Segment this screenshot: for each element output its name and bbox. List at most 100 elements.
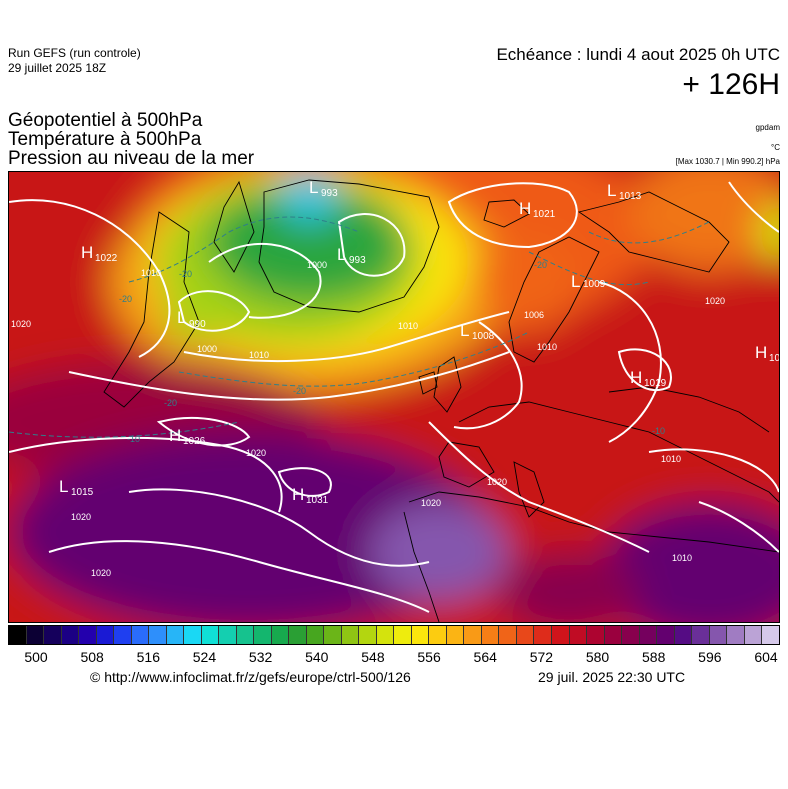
unit-gpdam: gpdam: [755, 123, 780, 132]
high-label: H: [630, 368, 642, 387]
low-value: 993: [349, 255, 366, 266]
low-label: L: [59, 477, 68, 496]
colorbar-swatch: [201, 626, 220, 644]
colorbar-swatch: [464, 626, 482, 644]
colorbar-swatch: [622, 626, 640, 644]
svg-text:1020: 1020: [91, 568, 111, 578]
low-value: 993: [321, 188, 338, 199]
colorbar-swatch: [184, 626, 202, 644]
colorbar: [8, 625, 780, 645]
colorbar-swatch: [727, 626, 745, 644]
svg-text:1006: 1006: [524, 310, 544, 320]
low-label: L: [571, 272, 580, 291]
colorbar-swatch: [551, 626, 570, 644]
high-label: H: [292, 485, 304, 504]
high-label: H: [755, 343, 767, 362]
colorbar-swatch: [306, 626, 325, 644]
colorbar-swatch: [534, 626, 552, 644]
colorbar-tick-label: 524: [192, 649, 217, 665]
colorbar-swatch: [657, 626, 675, 644]
high-value: 1019: [644, 378, 667, 389]
colorbar-tick-label: 604: [754, 649, 778, 665]
colorbar-tick-label: 572: [529, 649, 554, 665]
svg-text:-10: -10: [127, 434, 140, 444]
colorbar-swatch: [394, 626, 412, 644]
colorbar-swatch: [674, 626, 693, 644]
colorbar-swatch: [639, 626, 658, 644]
generation-timestamp: 29 juil. 2025 22:30 UTC: [538, 669, 686, 685]
high-label: H: [519, 199, 531, 218]
svg-text:-20: -20: [293, 386, 306, 396]
coastlines: [103, 179, 779, 622]
svg-text:1020: 1020: [71, 512, 91, 522]
temperature-value-labels: -20 -20 -20 -20 -10 -10 -20: [119, 260, 665, 444]
variable-temperature: Température à 500hPa: [8, 129, 202, 150]
colorbar-swatch: [324, 626, 342, 644]
colorbar-tick-label: 516: [136, 649, 160, 665]
colorbar-swatch: [709, 626, 728, 644]
variable-mslp: Pression au niveau de la mer: [8, 148, 255, 169]
colorbar-swatch: [411, 626, 430, 644]
colorbar-swatch: [289, 626, 307, 644]
colorbar-swatch: [516, 626, 535, 644]
colorbar-swatch: [114, 626, 132, 644]
colorbar-tick-label: 532: [248, 649, 273, 665]
low-value: 1009: [583, 279, 606, 290]
low-value: 1015: [71, 487, 94, 498]
svg-text:1020: 1020: [421, 498, 441, 508]
colorbar-swatch: [744, 626, 763, 644]
colorbar-tick-label: 508: [80, 649, 104, 665]
run-title: Run GEFS (run controle): [8, 46, 141, 60]
pressure-max-min: [Max 1030.7 | Min 990.2] hPa: [675, 157, 780, 166]
high-label: H: [81, 243, 93, 262]
colorbar-swatch: [96, 626, 115, 644]
low-value: 1013: [619, 191, 642, 202]
colorbar-swatch: [219, 626, 237, 644]
isotherms: [9, 216, 710, 438]
colorbar-swatch: [131, 626, 150, 644]
high-label: H: [169, 426, 181, 445]
colorbar-swatch: [429, 626, 447, 644]
source-url: © http://www.infoclimat.fr/z/gefs/europe…: [90, 669, 411, 685]
colorbar-swatch: [604, 626, 623, 644]
colorbar-tick-label: 556: [417, 649, 441, 665]
colorbar-swatch: [79, 626, 97, 644]
svg-text:1000: 1000: [197, 344, 217, 354]
svg-text:1000: 1000: [307, 260, 327, 270]
svg-text:1010: 1010: [537, 342, 557, 352]
svg-text:1020: 1020: [705, 296, 725, 306]
high-value: 1021: [533, 209, 556, 220]
run-date: 29 juillet 2025 18Z: [8, 61, 107, 75]
forecast-lead-time: + 126H: [682, 68, 780, 101]
high-value: 1022: [95, 253, 118, 264]
colorbar-tick-labels: 500 508 516 524 532 540 548 556 564 572 580 588 596 6…: [8, 649, 780, 667]
colorbar-swatch: [236, 626, 255, 644]
svg-text:1010: 1010: [398, 321, 418, 331]
low-label: L: [607, 181, 616, 200]
map-canvas: H 1022 H 1021 H 1026 H 1031 H 1019 H 10 …: [9, 172, 779, 622]
high-value: 1031: [306, 495, 329, 506]
colorbar-tick-label: 596: [698, 649, 722, 665]
variable-geopotential: Géopotentiel à 500hPa: [8, 110, 203, 131]
colorbar-swatch: [569, 626, 588, 644]
svg-text:1020: 1020: [246, 448, 266, 458]
colorbar-swatch: [446, 626, 465, 644]
svg-text:-20: -20: [164, 398, 177, 408]
low-label: L: [309, 178, 318, 197]
low-value: 990: [189, 319, 206, 330]
low-label: L: [177, 308, 186, 327]
svg-text:-20: -20: [119, 294, 132, 304]
high-value: 10: [769, 353, 779, 364]
svg-text:-20: -20: [179, 269, 192, 279]
low-label: L: [337, 245, 346, 264]
svg-text:1010: 1010: [249, 350, 269, 360]
isobar-value-labels: 1010 1000 1010 1020 1020 1020 1020 1020 …: [11, 260, 725, 578]
colorbar-swatch: [481, 626, 500, 644]
colorbar-swatch: [359, 626, 377, 644]
colorbar-swatch: [692, 626, 710, 644]
colorbar-swatch: [44, 626, 62, 644]
colorbar-tick-label: 588: [642, 649, 666, 665]
high-value: 1026: [183, 436, 206, 447]
low-label: L: [460, 321, 469, 340]
svg-text:-10: -10: [652, 426, 665, 436]
